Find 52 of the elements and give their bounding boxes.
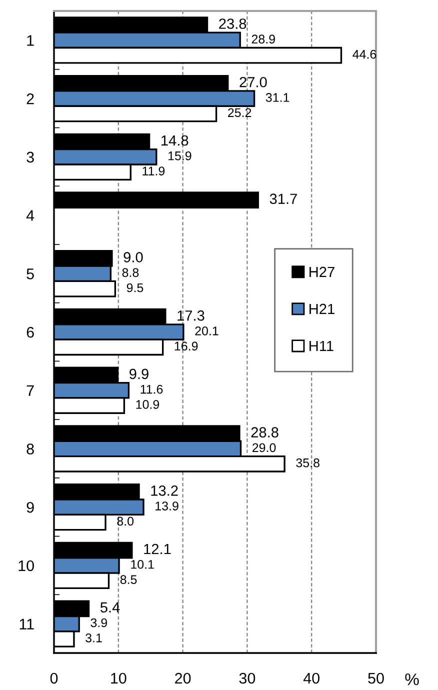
y-tick-label: 2: [26, 93, 34, 104]
y-tick-label: 3: [26, 152, 34, 163]
x-tick-label: 40: [303, 672, 320, 684]
y-tick-label: 7: [26, 385, 34, 396]
data-label: 31.7: [270, 194, 297, 204]
data-label: 23.8: [219, 18, 246, 29]
data-label: 3.9: [90, 618, 108, 628]
x-tick-label: 50: [368, 672, 384, 684]
y-tick-label: 6: [26, 326, 34, 338]
data-label: 11.9: [142, 166, 165, 176]
y-tick-label: 10: [18, 560, 34, 572]
data-label: 25.2: [228, 108, 252, 118]
data-label: 3.1: [86, 633, 102, 642]
y-tick-label: 9: [26, 502, 34, 513]
data-label: 28.8: [251, 427, 278, 438]
data-label: 9.0: [124, 252, 143, 262]
data-label: 31.1: [266, 93, 290, 102]
data-label: 28.9: [252, 34, 275, 44]
data-label: 11.6: [140, 384, 163, 394]
data-label: 20.1: [195, 326, 218, 336]
x-tick-label: 0: [50, 672, 58, 684]
data-label: 9.9: [130, 368, 148, 380]
y-tick-label: 1: [27, 35, 34, 46]
y-tick-label: 5: [26, 268, 34, 280]
data-label: 29.0: [252, 443, 276, 452]
legend-label: H27: [310, 266, 334, 277]
data-label: 14.8: [162, 135, 188, 146]
data-label: 8.0: [117, 516, 134, 526]
data-label: 9.5: [126, 283, 144, 292]
x-axis-title: %: [405, 674, 419, 686]
legend-label: H11: [310, 340, 334, 351]
data-label: 13.2: [151, 486, 178, 496]
legend-label: H21: [310, 304, 334, 314]
y-tick-label: 8: [26, 444, 34, 454]
data-label: 44.6: [352, 50, 376, 59]
data-label: 10.1: [131, 560, 154, 569]
data-label: 27.0: [240, 76, 267, 88]
data-label: 5.4: [100, 602, 120, 613]
x-tick-label: 20: [175, 672, 191, 684]
data-label: 12.1: [144, 544, 171, 554]
data-label: 8.5: [120, 575, 137, 584]
data-label: 15.9: [168, 151, 192, 160]
x-tick-label: 10: [111, 672, 126, 684]
data-label: 13.9: [156, 502, 178, 510]
data-label: 35.8: [296, 458, 320, 468]
y-tick-label: 11: [20, 618, 34, 630]
data-label: 16.9: [174, 342, 198, 351]
data-label: 17.3: [178, 310, 204, 321]
data-label: 10.9: [136, 400, 160, 409]
y-tick-label: 4: [26, 210, 34, 221]
x-tick-label: 30: [239, 672, 256, 684]
data-label: 8.8: [122, 268, 139, 277]
